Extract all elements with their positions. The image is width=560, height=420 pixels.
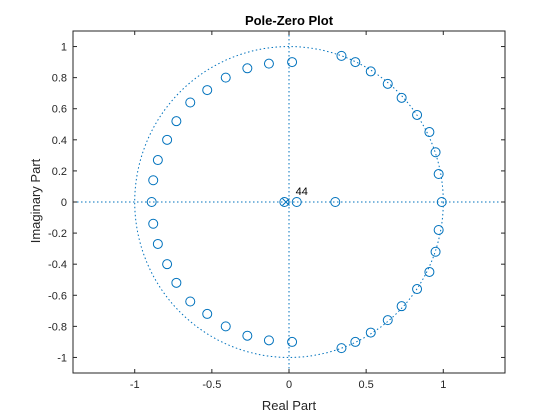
x-tick-label: 0	[286, 379, 292, 391]
zero-marker	[365, 327, 376, 338]
zero-marker	[336, 50, 347, 61]
zero-marker	[148, 218, 159, 229]
zero-marker	[185, 97, 196, 108]
zero-marker	[336, 343, 347, 354]
zero-marker	[424, 266, 435, 277]
pole-multiplicity-label: 44	[296, 186, 308, 198]
zero-marker	[171, 277, 182, 288]
zero-marker	[424, 127, 435, 138]
zero-marker	[146, 197, 157, 207]
y-tick-label: -0.2	[48, 228, 67, 240]
zero-marker	[396, 92, 407, 103]
zero-marker	[430, 147, 441, 158]
zero-marker	[382, 78, 393, 89]
zero-marker	[185, 296, 196, 307]
chart-title: Pole-Zero Plot	[245, 13, 334, 28]
zero-marker	[287, 57, 298, 68]
y-tick-label: -1	[57, 352, 67, 364]
y-tick-label: 0	[61, 197, 67, 209]
y-tick-label: 0.6	[52, 104, 67, 116]
plot-area: -1 -0.5 0 0.5 1 -1 -0.8 -0.6 -0.4 -0.2 0 0.2 0.4 0.6 0…	[48, 30, 506, 391]
y-tick-label: 1	[61, 42, 67, 54]
zero-marker	[162, 134, 173, 145]
zero-marker	[263, 58, 274, 69]
x-tick-label: -0.5	[202, 379, 221, 391]
zero-marker	[412, 109, 423, 120]
x-tick-label: 1	[440, 379, 446, 391]
y-tick-label: 0.4	[52, 135, 67, 147]
zero-marker	[152, 238, 163, 249]
zero-marker	[162, 259, 173, 270]
y-tick-label: -0.8	[48, 321, 67, 333]
pole-marker	[282, 198, 290, 206]
zero-marker	[350, 336, 361, 347]
zero-marker	[202, 308, 213, 319]
zero-marker	[382, 315, 393, 326]
zero-marker	[365, 66, 376, 77]
zero-marker	[220, 72, 231, 83]
zero-marker	[171, 116, 182, 127]
zero-marker	[291, 197, 302, 207]
x-axis-label: Real Part	[262, 398, 317, 413]
y-tick-label: -0.6	[48, 290, 67, 302]
zero-marker	[152, 155, 163, 166]
zero-marker	[430, 246, 441, 257]
y-tick-label: -0.4	[48, 259, 67, 271]
zero-marker	[148, 175, 159, 186]
y-axis-label: Imaginary Part	[28, 158, 43, 243]
zero-marker	[263, 335, 274, 346]
zero-marker	[433, 224, 444, 235]
zero-marker	[433, 169, 444, 180]
zero-marker	[242, 330, 253, 341]
zero-marker	[396, 301, 407, 312]
zero-marker	[202, 85, 213, 96]
unit-circle	[134, 46, 444, 358]
zero-marker	[436, 197, 447, 207]
zero-marker	[287, 336, 298, 347]
zero-marker	[350, 57, 361, 68]
zero-marker	[242, 63, 253, 74]
y-tick-label: 0.8	[52, 73, 67, 85]
x-tick-label: -1	[130, 379, 140, 391]
zero-marker	[412, 284, 423, 295]
zero-marker	[220, 321, 231, 332]
y-tick-label: 0.2	[52, 166, 67, 178]
x-tick-label: 0.5	[358, 379, 373, 391]
zero-marker	[330, 197, 341, 207]
zero-marker	[279, 197, 290, 207]
